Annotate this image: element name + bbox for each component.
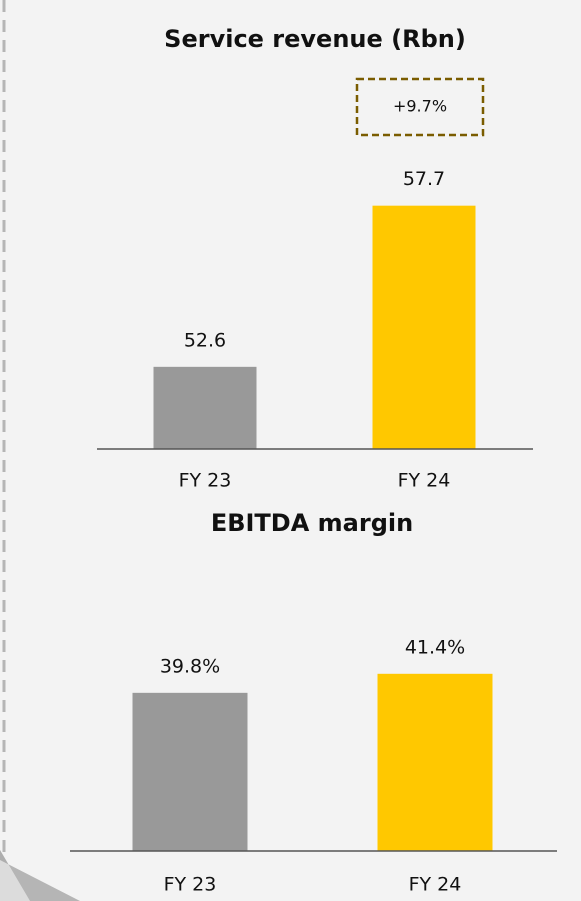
corner-shadow [0,850,80,901]
bar [153,366,257,449]
chart-title: Service revenue (Rbn) [164,25,466,53]
chart-title: EBITDA margin [211,509,413,537]
annotation-box [355,77,485,137]
bar [372,205,476,449]
data-label: 57.7 [403,168,445,190]
x-tick-label: FY 24 [398,470,451,492]
x-tick-label: FY 23 [164,874,217,896]
data-label: 52.6 [184,329,226,351]
bar [132,692,248,851]
x-tick-label: FY 24 [409,874,462,896]
x-tick-label: FY 23 [179,470,232,492]
bar [377,673,493,851]
data-label: 41.4% [405,636,465,658]
data-label: 39.8% [160,655,220,677]
annotation: +9.7% [393,97,447,116]
